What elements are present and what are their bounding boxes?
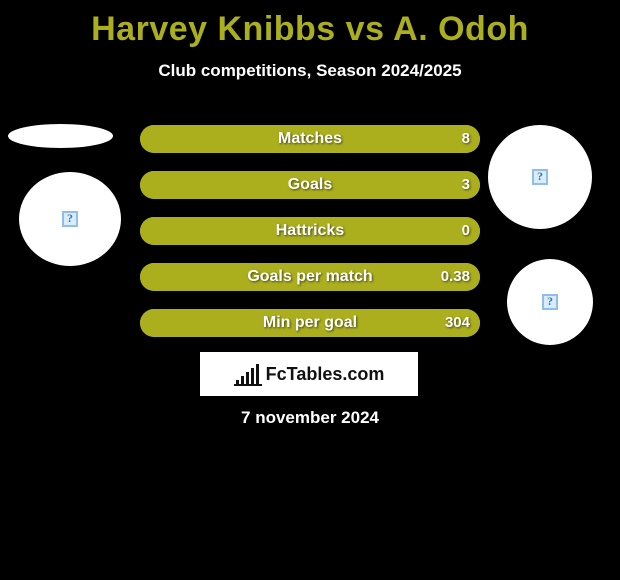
brand-chart-icon: [234, 362, 262, 386]
stat-label: Min per goal: [140, 309, 480, 337]
stat-label: Goals: [140, 171, 480, 199]
stat-value-right: 3: [462, 171, 470, 199]
stat-row: Matches8: [140, 125, 480, 153]
stat-row: Hattricks0: [140, 217, 480, 245]
left-top-ellipse: [8, 124, 113, 148]
stat-row: Goals per match0.38: [140, 263, 480, 291]
stat-value-right: 0: [462, 217, 470, 245]
placeholder-icon: [542, 294, 558, 310]
stat-row: Goals3: [140, 171, 480, 199]
stats-container: Matches8Goals3Hattricks0Goals per match0…: [140, 125, 480, 355]
placeholder-icon: [62, 211, 78, 227]
placeholder-icon: [532, 169, 548, 185]
stat-label: Goals per match: [140, 263, 480, 291]
right-bottom-circle: [507, 259, 593, 345]
stat-value-right: 8: [462, 125, 470, 153]
stat-label: Matches: [140, 125, 480, 153]
date-label: 7 november 2024: [0, 408, 620, 428]
brand-logo: FcTables.com: [200, 352, 418, 396]
stat-value-right: 304: [445, 309, 470, 337]
page-title: Harvey Knibbs vs A. Odoh: [0, 0, 620, 49]
left-bottom-circle: [19, 172, 121, 266]
subtitle: Club competitions, Season 2024/2025: [0, 61, 620, 81]
stat-label: Hattricks: [140, 217, 480, 245]
brand-name: FcTables.com: [266, 364, 385, 385]
right-top-circle: [488, 125, 592, 229]
stat-row: Min per goal304: [140, 309, 480, 337]
stat-value-right: 0.38: [441, 263, 470, 291]
